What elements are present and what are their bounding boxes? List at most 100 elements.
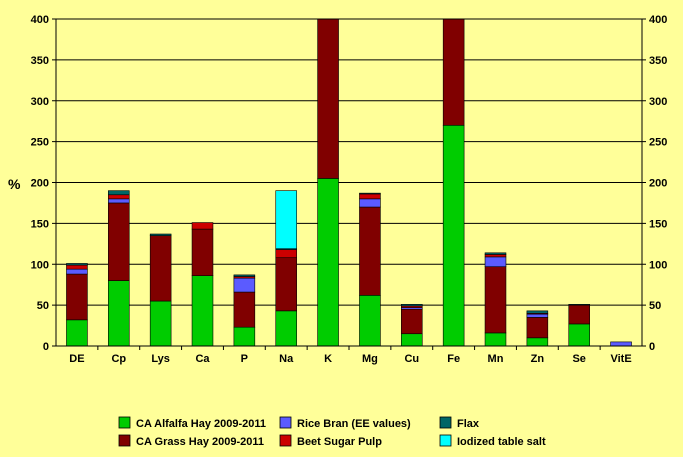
bar-segment — [66, 264, 88, 270]
x-tick-label: Fe — [447, 353, 460, 365]
x-axis-category-labels: DE Cp Lys Ca P Na K Mg Cu Fe Mn Zn Se VitE — [69, 353, 631, 365]
y-axis-title: % — [8, 176, 21, 192]
y-right-tick-label: 0 — [649, 341, 655, 353]
bar-segment — [149, 235, 172, 302]
bar-segment — [526, 310, 549, 314]
bar-segment — [66, 263, 88, 266]
bar-segment — [66, 268, 88, 275]
bar-segment — [108, 194, 130, 200]
y-right-tick-label: 350 — [649, 55, 667, 67]
bar-segment — [442, 124, 465, 347]
x-tick-label: DE — [69, 353, 84, 365]
x-tick-label: Se — [572, 353, 585, 365]
bar-segment — [484, 256, 507, 268]
y-tick-label: 50 — [37, 300, 49, 312]
legend-label: CA Alfalfa Hay 2009-2011 — [136, 418, 266, 430]
legend-label: CA Grass Hay 2009-2011 — [136, 436, 264, 448]
bar-segment — [275, 249, 297, 259]
right-y-axis-ticks: 0 50 100 150 200 250 300 350 400 — [642, 14, 667, 353]
legend-swatch — [118, 416, 131, 429]
bar-segment — [442, 18, 465, 126]
legend-swatch — [439, 416, 452, 429]
bar-segment — [526, 317, 549, 339]
bar-segment — [66, 319, 88, 347]
y-tick-label: 100 — [31, 259, 49, 271]
bar-segment — [233, 291, 256, 328]
y-right-tick-label: 300 — [649, 96, 667, 108]
x-tick-label: VitE — [610, 353, 631, 365]
bar-segment — [359, 193, 381, 200]
legend: CA Alfalfa Hay 2009-2011 Rice Bran (EE va… — [118, 416, 546, 448]
x-tick-label: Cu — [404, 353, 419, 365]
y-tick-label: 200 — [31, 178, 49, 190]
bar-segment — [401, 304, 423, 307]
bar-segment — [275, 190, 297, 250]
bar-segment — [526, 337, 549, 347]
bar-segment — [191, 228, 214, 276]
bar-segment — [568, 323, 590, 347]
x-tick-label: K — [324, 353, 332, 365]
bar-segment — [401, 308, 423, 335]
legend-label: Iodized table salt — [457, 436, 546, 448]
bar-segment — [484, 332, 507, 347]
bar-segment — [484, 266, 507, 334]
x-tick-label: Mg — [362, 353, 378, 365]
x-tick-label: Lys — [151, 353, 170, 365]
left-y-axis-ticks: 0 50 100 150 200 250 300 350 400 — [31, 14, 56, 353]
y-right-tick-label: 200 — [649, 178, 667, 190]
bar-segment — [66, 273, 88, 321]
y-right-tick-label: 150 — [649, 218, 667, 230]
bar-segment — [484, 252, 507, 255]
bar-segment — [149, 300, 172, 347]
x-tick-label: Cp — [111, 353, 126, 365]
bar-segment — [568, 304, 590, 306]
y-tick-label: 150 — [31, 218, 49, 230]
bar-segment — [610, 341, 632, 347]
bar-segment — [526, 313, 549, 318]
legend-label: Flax — [457, 418, 480, 430]
y-right-tick-label: 250 — [649, 137, 667, 149]
bar-segment — [233, 277, 256, 293]
bar-segment — [191, 275, 214, 347]
y-tick-label: 300 — [31, 96, 49, 108]
bar-segment — [233, 326, 256, 347]
y-tick-label: 350 — [31, 55, 49, 67]
bar-segment — [108, 280, 130, 347]
bar-segment — [359, 206, 381, 296]
y-right-tick-label: 400 — [649, 14, 667, 26]
y-tick-label: 400 — [31, 14, 49, 26]
bar-segment — [275, 257, 297, 312]
legend-label: Rice Bran (EE values) — [297, 418, 411, 430]
x-tick-label: Mn — [488, 353, 504, 365]
bar-segment — [191, 222, 214, 230]
bar-segment — [401, 333, 423, 347]
bar-segment — [108, 202, 130, 281]
legend-label: Beet Sugar Pulp — [297, 436, 382, 448]
y-tick-label: 0 — [43, 341, 49, 353]
y-right-tick-label: 100 — [649, 259, 667, 271]
bar-segment — [317, 178, 339, 347]
bar-segment — [359, 198, 381, 208]
bar-segment — [568, 304, 590, 325]
bar-stacks — [66, 18, 632, 347]
y-right-tick-label: 50 — [649, 300, 661, 312]
y-tick-label: 250 — [31, 137, 49, 149]
legend-swatch — [118, 434, 131, 447]
bar-segment — [108, 190, 130, 196]
x-tick-label: Na — [279, 353, 294, 365]
x-tick-label: Ca — [195, 353, 210, 365]
x-tick-label: P — [241, 353, 248, 365]
bar-segment — [359, 192, 381, 195]
bar-segment — [108, 198, 130, 204]
legend-swatch — [439, 434, 452, 447]
x-tick-label: Zn — [531, 353, 545, 365]
bar-segment — [484, 254, 507, 258]
bar-segment — [275, 310, 297, 347]
bar-segment — [359, 295, 381, 347]
legend-swatch — [279, 416, 292, 429]
bar-segment — [233, 274, 256, 277]
bar-segment — [317, 18, 339, 179]
legend-swatch — [279, 434, 292, 447]
bar-segment — [149, 233, 172, 236]
